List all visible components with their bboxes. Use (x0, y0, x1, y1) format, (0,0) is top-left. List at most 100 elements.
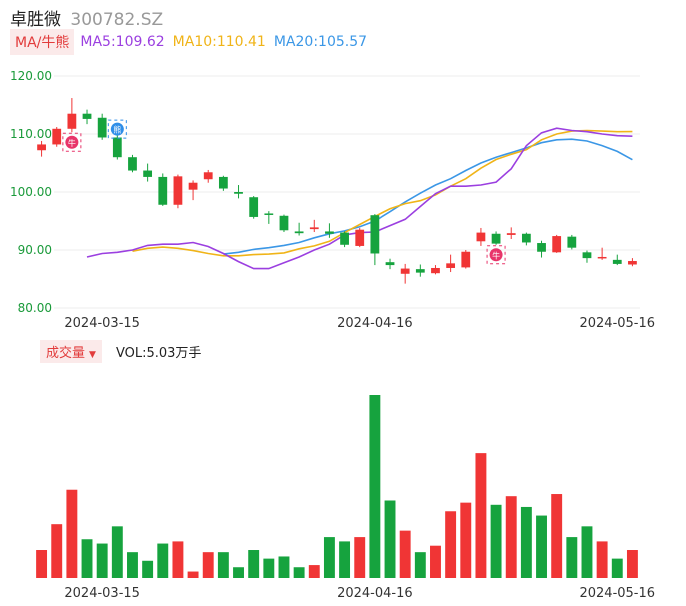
marker-label: 牛 (492, 250, 500, 260)
volume-indicator-selector[interactable]: 成交量 ▼ (40, 339, 102, 363)
volume-bar (248, 550, 260, 578)
bull-marker-icon (489, 248, 503, 262)
candle-body (52, 128, 62, 145)
candle-body (506, 233, 516, 235)
marker-frame (62, 132, 82, 152)
volume-bar (202, 552, 214, 578)
candle-body (158, 176, 168, 205)
candle-body (82, 113, 92, 119)
candle-body (431, 267, 440, 274)
volume-bars (36, 395, 638, 578)
candle-body (415, 269, 425, 273)
candle-body (37, 144, 46, 151)
volume-bar (66, 489, 78, 578)
candle-body (461, 251, 471, 268)
volume-bar (626, 550, 638, 578)
candle-body (67, 113, 77, 129)
candle-body (309, 227, 319, 230)
x-tick-label: 2024-05-16 (579, 316, 655, 331)
volume-bar (217, 552, 229, 578)
volume-bar (430, 545, 441, 578)
volume-bar (111, 526, 123, 578)
y-tick-label: 110.00 (10, 127, 52, 141)
candle-body (128, 157, 137, 171)
ma-legend-row: MA/牛熊 MA5:109.62 MA10:110.41 MA20:105.57 (10, 29, 368, 55)
candle-body (582, 252, 592, 259)
candle-body (567, 236, 577, 248)
candle-body (143, 170, 153, 177)
volume-bar (127, 552, 138, 578)
candle-body (249, 197, 259, 217)
signal-markers: 牛 熊牛 (62, 119, 506, 265)
marker-label: 牛 (68, 138, 76, 148)
volume-bar (157, 543, 169, 578)
candle-body (400, 268, 410, 274)
candle-body (97, 117, 107, 138)
volume-value: VOL:5.03万手 (115, 345, 202, 361)
volume-bar (611, 558, 623, 578)
marker-label: 熊 (113, 125, 121, 135)
x-tick-label: 2024-04-16 (337, 586, 413, 601)
candle-body (294, 231, 304, 234)
volume-bar (536, 515, 547, 578)
volume-bar (414, 552, 426, 578)
stock-code: 300782.SZ (70, 10, 164, 30)
volume-bar (187, 571, 199, 578)
candle-body (112, 137, 122, 158)
candle-body (552, 236, 562, 253)
ma20-legend: MA20:105.57 (273, 34, 368, 50)
volume-bar (475, 453, 487, 578)
volume-bar (81, 539, 93, 578)
marker-frame (107, 119, 127, 139)
volume-bar (263, 558, 275, 578)
x-tick-label: 2024-05-16 (579, 586, 655, 601)
ma10-line (132, 129, 633, 257)
volume-bar (490, 504, 502, 578)
candle-body (279, 215, 289, 231)
stock-name: 卓胜微 (10, 10, 61, 30)
volume-bar (505, 496, 517, 578)
volume-bar (308, 565, 320, 578)
candle-body (597, 256, 607, 259)
stock-header: 卓胜微 300782.SZ (10, 5, 163, 30)
candle-body (203, 172, 213, 180)
candle-body (370, 215, 380, 254)
x-tick-label: 2024-03-15 (64, 586, 140, 601)
moving-average-lines (86, 127, 633, 270)
volume-bar (369, 395, 381, 578)
candle-body (537, 243, 546, 252)
volume-bar (399, 530, 411, 578)
volume-bar (339, 541, 351, 578)
volume-bar (36, 550, 48, 578)
candles (37, 98, 637, 284)
ma-indicator-selector[interactable]: MA/牛熊 (10, 29, 75, 55)
y-tick-label: 90.00 (18, 243, 52, 257)
volume-bar (354, 537, 366, 578)
candle-body (491, 233, 501, 244)
candle-body (355, 229, 365, 246)
candle-body (234, 192, 243, 194)
volume-bar (172, 541, 184, 578)
caret-down-icon: ▼ (89, 349, 96, 360)
candle-body (340, 232, 349, 245)
volume-bar (51, 524, 63, 578)
volume-bar (460, 502, 472, 578)
candle-body (476, 232, 486, 242)
volume-bar (520, 506, 532, 578)
x-tick-label: 2024-03-15 (64, 316, 140, 331)
bull-marker-icon (65, 135, 79, 149)
ma20-line (223, 138, 633, 255)
candle-body (385, 262, 395, 266)
volume-bar (384, 500, 396, 578)
volume-bar (323, 537, 335, 578)
candle-body (325, 231, 334, 234)
volume-legend-row: 成交量 ▼ VOL:5.03万手 (40, 339, 202, 363)
candle-body (173, 176, 183, 205)
volume-bar (566, 537, 578, 578)
volume-bar (293, 567, 305, 578)
marker-frame (486, 245, 506, 265)
volume-bar (596, 541, 608, 578)
x-tick-label: 2024-04-16 (337, 316, 413, 331)
y-tick-label: 80.00 (18, 301, 52, 315)
